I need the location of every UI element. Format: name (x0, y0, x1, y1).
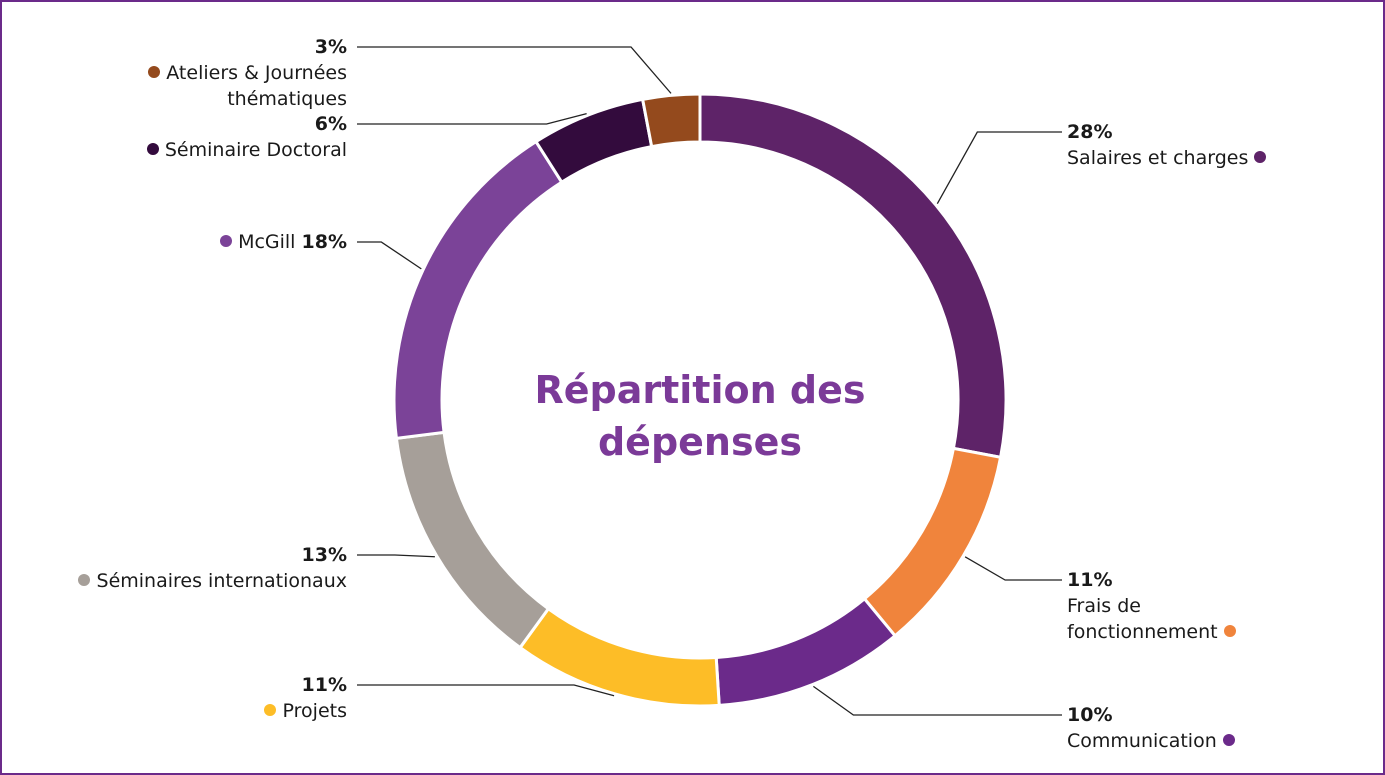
data-label: McGill 18% (147, 229, 347, 255)
legend-dot (220, 235, 233, 247)
legend-dot (1223, 625, 1236, 637)
category-line: Frais de fonctionnement (1067, 593, 1267, 645)
data-label: 3% Ateliers & Journées thématiques (107, 34, 347, 112)
category-label: Communication (1067, 730, 1217, 752)
category-label: Ateliers & Journées thématiques (166, 62, 347, 110)
value-label: 28% (1067, 121, 1113, 143)
leader-line (357, 241, 422, 270)
category-label: Salaires et charges (1067, 147, 1249, 169)
data-label: 6% Séminaire Doctoral (87, 111, 347, 163)
chart-title: Répartition des dépenses (534, 368, 866, 464)
leader-line (357, 112, 587, 125)
value-label: 6% (314, 113, 347, 135)
donut-slice (714, 596, 898, 707)
category-line: Projets (147, 698, 347, 724)
legend-dot (1254, 151, 1267, 163)
data-label: 13% Séminaires internationaux (27, 542, 347, 594)
leader-line (964, 556, 1062, 581)
legend-dot (146, 143, 159, 155)
leader-line (357, 684, 615, 697)
category-line: Séminaires internationaux (27, 568, 347, 594)
data-label: 28% Salaires et charges (1067, 119, 1327, 171)
data-label: 11% Projets (147, 672, 347, 724)
legend-dot (264, 704, 277, 716)
donut-slice (533, 97, 654, 185)
category-line: Séminaire Doctoral (87, 137, 347, 163)
category-label: McGill (238, 231, 296, 253)
category-label: Séminaires internationaux (96, 570, 347, 592)
leader-line (357, 46, 672, 94)
data-label: 11% Frais de fonctionnement (1067, 567, 1267, 645)
legend-dot (1222, 734, 1235, 746)
leader-line (357, 554, 435, 558)
value-label: 11% (1067, 569, 1113, 591)
category-label: Frais de fonctionnement (1067, 595, 1218, 643)
category-label: Projets (282, 700, 347, 722)
category-line: Ateliers & Journées thématiques (107, 60, 347, 112)
value-label: 13% (301, 544, 347, 566)
legend-dot (148, 66, 161, 78)
donut-slice (518, 606, 721, 708)
value-label: 18% (301, 231, 347, 253)
value-label: 11% (301, 674, 347, 696)
category-label: Séminaire Doctoral (164, 139, 347, 161)
leader-line (813, 685, 1062, 716)
legend-dot (78, 574, 91, 586)
value-label: 10% (1067, 704, 1113, 726)
value-label: 3% (314, 36, 347, 58)
donut-slice (862, 446, 1003, 638)
donut-slice (640, 92, 702, 149)
category-line: Communication (1067, 728, 1287, 754)
data-label: 10% Communication (1067, 702, 1287, 754)
leader-line (936, 131, 1062, 204)
category-line: Salaires et charges (1067, 145, 1327, 171)
